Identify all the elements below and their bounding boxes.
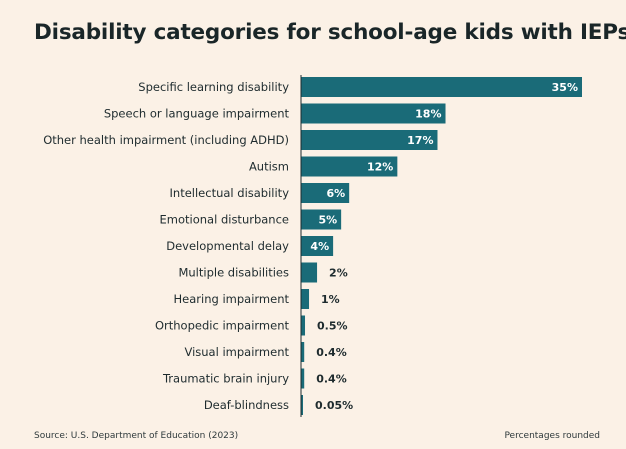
bar [301,183,350,203]
category-label: Traumatic brain injury [162,372,289,386]
value-label: 18% [415,108,441,121]
category-label: Emotional disturbance [160,213,289,227]
category-label: Visual impairment [184,345,289,359]
bar [301,395,303,415]
value-label: 6% [326,187,345,200]
value-label: 1% [321,293,340,306]
chart-title: Disability categories for school-age kid… [34,20,626,45]
value-label: 0.4% [316,346,347,359]
value-label: 2% [329,267,348,280]
bar [301,262,318,283]
bar [301,77,582,97]
category-label: Developmental delay [166,239,289,253]
source-note: Source: U.S. Department of Education (20… [34,431,239,441]
bar [301,236,334,256]
category-label: Orthopedic impairment [155,319,289,333]
bar [301,368,305,389]
bar [301,130,438,150]
category-label: Multiple disabilities [178,266,289,280]
value-label: 35% [552,81,578,94]
value-label: 12% [367,161,393,174]
bar [301,315,306,336]
category-label: Autism [249,160,289,174]
value-label: 0.4% [316,373,347,386]
category-label: Deaf-blindness [204,398,289,412]
category-label: Specific learning disability [138,80,289,94]
category-label: Other health impairment (including ADHD) [43,133,289,147]
bar [301,103,446,124]
category-label: Hearing impairment [174,292,290,306]
bar [301,209,342,230]
value-label: 17% [407,134,433,147]
value-label: 5% [318,214,337,227]
bar [301,342,305,362]
bar [301,156,398,177]
value-label: 0.05% [315,399,353,412]
rounding-note: Percentages rounded [504,431,600,441]
value-label: 4% [310,240,329,253]
bar [301,289,310,309]
value-label: 0.5% [317,320,348,333]
category-label: Intellectual disability [170,186,290,200]
category-label: Speech or language impairment [104,107,290,121]
